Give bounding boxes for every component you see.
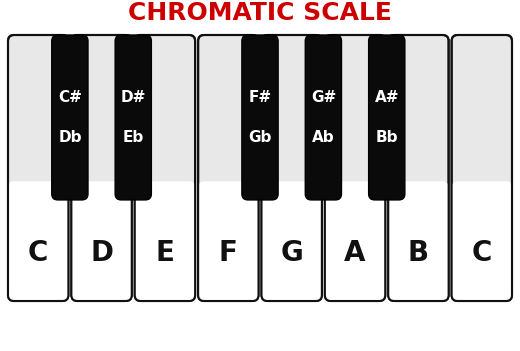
Text: A#: A#	[374, 90, 399, 105]
FancyBboxPatch shape	[369, 35, 405, 200]
FancyBboxPatch shape	[71, 35, 132, 301]
Text: Bb: Bb	[375, 130, 398, 145]
Text: Gb: Gb	[249, 130, 271, 145]
Text: CHROMATIC SCALE: CHROMATIC SCALE	[128, 1, 392, 25]
Text: C: C	[472, 239, 492, 267]
FancyBboxPatch shape	[8, 181, 68, 301]
FancyBboxPatch shape	[325, 181, 385, 301]
FancyBboxPatch shape	[388, 35, 449, 301]
Text: Eb: Eb	[123, 130, 144, 145]
FancyBboxPatch shape	[325, 35, 385, 301]
FancyBboxPatch shape	[262, 35, 322, 301]
Text: F: F	[219, 239, 238, 267]
Text: Db: Db	[58, 130, 82, 145]
FancyBboxPatch shape	[135, 35, 195, 301]
Text: G: G	[280, 239, 303, 267]
FancyBboxPatch shape	[115, 35, 151, 200]
FancyBboxPatch shape	[262, 181, 322, 301]
Text: Ab: Ab	[312, 130, 335, 145]
Text: A: A	[344, 239, 366, 267]
Text: F#: F#	[249, 90, 271, 105]
FancyBboxPatch shape	[52, 35, 88, 200]
Text: C: C	[28, 239, 48, 267]
FancyBboxPatch shape	[452, 181, 512, 301]
FancyBboxPatch shape	[135, 181, 195, 301]
FancyBboxPatch shape	[198, 181, 258, 301]
FancyBboxPatch shape	[8, 35, 68, 301]
FancyBboxPatch shape	[305, 35, 342, 200]
FancyBboxPatch shape	[452, 35, 512, 301]
FancyBboxPatch shape	[242, 35, 278, 200]
Text: B: B	[408, 239, 429, 267]
Text: C#: C#	[58, 90, 82, 105]
Text: G#: G#	[311, 90, 336, 105]
FancyBboxPatch shape	[388, 181, 449, 301]
Text: E: E	[155, 239, 174, 267]
FancyBboxPatch shape	[71, 181, 132, 301]
Text: D#: D#	[121, 90, 146, 105]
FancyBboxPatch shape	[198, 35, 258, 301]
Text: D: D	[90, 239, 113, 267]
